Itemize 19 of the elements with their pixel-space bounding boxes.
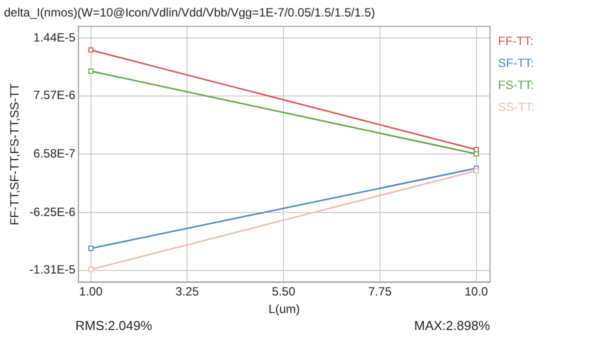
x-axis-title: L(um) [268,302,300,316]
x-tick-label: 10.0 [464,284,488,299]
x-tick-label: 3.25 [176,284,200,299]
text: SS-TT: [498,100,535,116]
x-tick-label: 7.75 [368,284,392,299]
y-tick-label: -1.31E-5 [29,262,76,277]
y-tick-label: -6.25E-6 [29,204,76,219]
x-tick-label: 1.00 [79,284,103,299]
y-axis-title: FF-TT,SF-TT,FS-TT,SS-TT [8,82,22,226]
text: FS-TT: [498,78,535,94]
text: SF-TT: [498,56,535,72]
y-tick-label: 7.57E-6 [33,88,76,102]
text: RMS:2.049% [75,318,152,333]
x-tick-label: 5.50 [272,284,296,299]
y-tick-label: 1.44E-5 [33,30,76,45]
chart-title: delta_I(nmos)(W=10@Icon/Vdlin/Vdd/Vbb/Vgg=1E-7/0.05/1.5/1.5/1.5) [4,6,376,20]
y-tick-label: 6.58E-7 [33,146,76,161]
text: FF-TT: [498,34,534,50]
text: MAX:2.898% [414,318,490,333]
